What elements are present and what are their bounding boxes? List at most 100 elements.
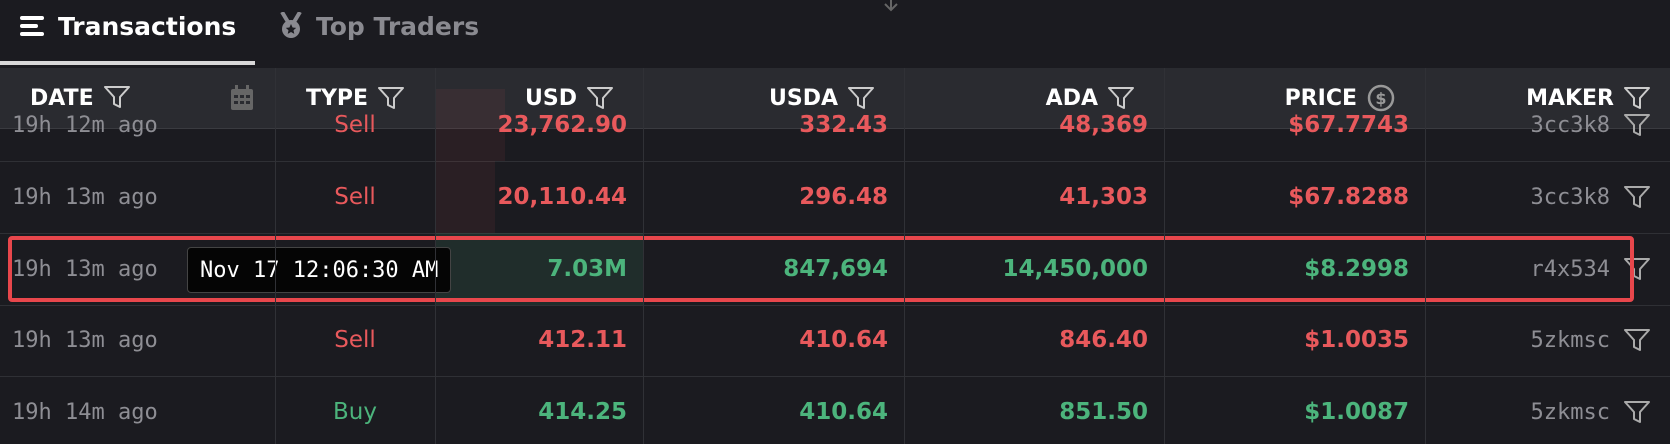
- filter-button[interactable]: [378, 86, 405, 110]
- column-header[interactable]: TYPE: [275, 68, 435, 128]
- usda-text: 847,694: [783, 256, 888, 282]
- price-text: $1.0087: [1304, 399, 1409, 425]
- filter-button[interactable]: [848, 86, 874, 110]
- table-row: 19h 12m ago Sell 23,762.90 332.43 48,369 $67.…: [0, 89, 1670, 162]
- usda-text: 410.64: [799, 399, 888, 425]
- filter-button[interactable]: [1624, 328, 1650, 352]
- cell-price: $8.2998: [1164, 233, 1425, 305]
- filter-button[interactable]: [587, 86, 613, 110]
- cell-price: $1.0035: [1164, 304, 1425, 376]
- type-text: Sell: [334, 112, 376, 138]
- ada-text: 851.50: [1059, 399, 1148, 425]
- column-header[interactable]: USD: [435, 68, 643, 128]
- column-label: USD: [525, 85, 577, 111]
- column-header[interactable]: PRICE $: [1164, 68, 1425, 128]
- cell-usda: 332.43: [643, 89, 904, 161]
- column-header[interactable]: DATE: [0, 68, 275, 128]
- column-header[interactable]: USDA: [643, 68, 904, 128]
- tab[interactable]: Top Traders: [278, 8, 479, 44]
- table-row: 19h 14m ago Buy 414.25 410.64 851.50 $1.0087 5…: [0, 376, 1670, 444]
- icon-filter[interactable]: [1624, 113, 1650, 137]
- usda-text: 410.64: [799, 327, 888, 353]
- tab-label: Transactions: [58, 11, 237, 41]
- column-header[interactable]: MAKER: [1425, 68, 1670, 128]
- type-text: Sell: [334, 327, 376, 353]
- icon-filter[interactable]: [1624, 328, 1650, 352]
- price-text: $67.7743: [1288, 112, 1409, 138]
- cell-price: $67.7743: [1164, 89, 1425, 161]
- icon-filter[interactable]: [1624, 400, 1650, 424]
- table-row: 19h 13m agoBuy7.03M847,69414,450,000$8.2…: [0, 233, 1670, 306]
- cell-usda: 410.64: [643, 304, 904, 376]
- cell-usd: 7.03M: [435, 233, 643, 305]
- filter-button[interactable]: [103, 85, 254, 111]
- usda-text: 332.43: [799, 112, 888, 138]
- table-header: DATE TYPE USD USDA ADA PRICE $ MAKER: [0, 68, 1670, 129]
- usd-text: 7.03M: [547, 256, 627, 282]
- icon-arrow: [884, 0, 898, 12]
- column-divider: [904, 68, 905, 444]
- type-text: Sell: [334, 184, 376, 210]
- icon-filter[interactable]: [1624, 185, 1650, 209]
- column-divider: [1164, 68, 1165, 444]
- cell-usd: 414.25: [435, 376, 643, 444]
- cell-price: $67.8288: [1164, 161, 1425, 233]
- maker-text: 3cc3k8: [1530, 184, 1610, 210]
- date-text: 19h 13m ago: [12, 256, 158, 282]
- cell-usda: 296.48: [643, 161, 904, 233]
- usda-text: 296.48: [799, 184, 888, 210]
- filter-button[interactable]: [1624, 400, 1650, 424]
- icon-filter[interactable]: [1624, 86, 1650, 110]
- usd-text: 20,110.44: [497, 184, 628, 210]
- filter-button[interactable]: [1624, 86, 1650, 110]
- cell-ada: 846.40: [904, 304, 1164, 376]
- tooltip: Nov 17 12:06:30 AM: [187, 247, 452, 293]
- maker-text: r4x534: [1530, 256, 1610, 282]
- cell-usda: 847,694: [643, 233, 904, 305]
- ada-text: 41,303: [1059, 184, 1148, 210]
- icon-filter[interactable]: [587, 86, 613, 110]
- filter-button[interactable]: [1624, 185, 1650, 209]
- svg-text:$: $: [1375, 89, 1386, 108]
- icon-calendar[interactable]: [230, 85, 254, 111]
- cell-usd: 412.11: [435, 304, 643, 376]
- row-highlight: [8, 236, 1634, 302]
- cell-usda: 410.64: [643, 376, 904, 444]
- cell-type: Sell: [275, 89, 435, 161]
- filter-button[interactable]: [1108, 86, 1134, 110]
- icon-filter[interactable]: [848, 86, 874, 110]
- filter-button[interactable]: [1624, 113, 1650, 137]
- column-label: USDA: [769, 85, 838, 111]
- maker-text: 3cc3k8: [1530, 112, 1610, 138]
- filter-button[interactable]: [1624, 257, 1650, 281]
- table-row: 19h 13m ago Sell 20,110.44 296.48 41,303 $67.…: [0, 161, 1670, 234]
- date-text: 19h 13m ago: [12, 184, 158, 210]
- icon-filter[interactable]: [378, 86, 405, 110]
- date-text: 19h 12m ago: [12, 112, 158, 138]
- column-header[interactable]: ADA: [904, 68, 1164, 128]
- cell-type: Sell: [275, 304, 435, 376]
- ada-text: 48,369: [1059, 112, 1148, 138]
- icon-filter[interactable]: [1624, 257, 1650, 281]
- cell-usd: 23,762.90: [435, 89, 643, 161]
- icon-filter[interactable]: [103, 85, 130, 109]
- cell-date: 19h 14m ago: [0, 376, 275, 444]
- ada-text: 14,450,000: [1002, 256, 1148, 282]
- volume-bar: [435, 233, 643, 305]
- tab-underline: [0, 61, 255, 65]
- cell-ada: 14,450,000: [904, 233, 1164, 305]
- column-label: MAKER: [1526, 85, 1614, 111]
- column-label: TYPE: [305, 85, 369, 111]
- filter-button[interactable]: $: [1367, 84, 1395, 112]
- usd-text: 414.25: [538, 399, 627, 425]
- icon-currency[interactable]: $: [1367, 84, 1395, 112]
- cell-ada: 41,303: [904, 161, 1164, 233]
- tab[interactable]: Transactions: [20, 8, 236, 44]
- table-row: 19h 13m ago Sell 412.11 410.64 846.40 $1.0035…: [0, 304, 1670, 377]
- column-divider: [1425, 68, 1426, 444]
- tab-label: Top Traders: [316, 11, 480, 41]
- icon-filter[interactable]: [1108, 86, 1134, 110]
- usd-text: 23,762.90: [497, 112, 628, 138]
- column-label: DATE: [30, 85, 94, 111]
